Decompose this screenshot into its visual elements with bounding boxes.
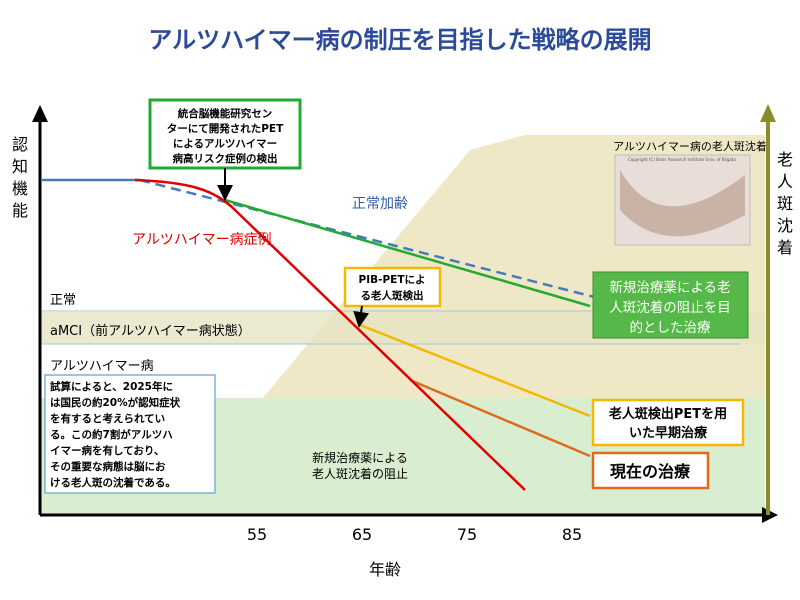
callout-line: によるアルツハイマー [173,138,277,150]
level-label: アルツハイマー病 [50,359,154,374]
note-line: は国民の約20%が認知症状 [50,396,181,409]
callout-line: 統合脳機能研究セン [178,107,273,120]
callout-line: いた早期治療 [629,425,708,441]
normal-aging-label: 正常加齢 [352,196,408,212]
x-tick-label: 85 [562,525,582,544]
callout-line: 新規治療薬による [312,450,408,465]
current-treatment-text: 現在の治療 [610,462,691,481]
center-callout-text: 統合脳機能研究セン ターにて開発されたPET によるアルツハイマー 病高リスク症… [167,107,284,165]
y-label-char: 機 [12,179,28,198]
callout-line: る老人斑検出 [361,289,424,302]
new-drug-treatment-box [592,271,749,339]
ad-case-label: アルツハイマー病症例 [132,232,272,248]
callout-line: 病高リスク症例の検出 [173,152,278,165]
photo-credit: Copyright (C) Brain Research Institute U… [628,157,736,162]
callout-line: 新規治療薬による老 [609,279,730,296]
y-label-char: 認 [12,135,28,154]
callout-line: 老人斑沈着の阻止 [312,466,408,481]
normal-aging-line [139,178,731,334]
note-line: ける老人斑の沈着である。 [50,476,176,489]
y2-label-char: 着 [777,238,793,257]
x-tick-label: 65 [352,525,372,544]
axes [38,118,765,517]
pib-callout [343,266,442,308]
callout-line: 的とした治療 [630,319,711,336]
callout-line: PIB-PETによ [359,274,426,286]
ad-line [134,178,526,491]
y2-label-char: 老 [777,150,793,169]
early-treatment-box [591,398,745,447]
note-line: る。この約7割がアルツハ [50,428,173,441]
orange-line [409,378,591,458]
photo-caption: アルツハイマー病の老人斑沈着 [613,139,767,153]
note-box [44,374,216,494]
x-tick-label: 75 [457,525,477,544]
callout-line: 人斑沈着の阻止を目 [609,299,731,316]
note-line: その重要な病態は脳にお [50,460,166,473]
note-line: 試算によると、2025年に [50,380,173,393]
new-drug-treatment-text: 新規治療薬による老 人斑沈着の阻止を目 的とした治療 [609,279,731,336]
y2-label-char: 沈 [777,216,793,235]
y-arrow [32,105,48,122]
x-label: 年齢 [369,560,401,579]
callout-line: ターにて開発されたPET [167,122,284,135]
note-text: 試算によると、2025年に は国民の約20%が認知症状 を有すると考えられてい … [50,380,181,489]
title: アルツハイマー病の制圧を目指した戦略の展開 [148,26,651,54]
y2-arrow [760,104,776,122]
level-label: aMCI（前アルツハイマー病状態） [50,323,251,339]
arrow [353,305,370,328]
callout-line: 老人斑検出PETを用 [608,406,727,422]
y-label-char: 能 [12,201,28,220]
photo-texture [620,170,745,237]
x-tick-label: 55 [247,525,267,544]
center-callout [148,98,302,170]
y-label: 認 知 機 能 [12,135,28,220]
note-line: を有すると考えられてい [50,412,165,425]
y2-label: 老 人 斑 沈 着 [777,150,793,257]
note-line: イマー病を有しており、 [50,444,164,457]
y2-label-char: 斑 [777,194,793,213]
current-treatment-box [591,451,710,490]
y-label-char: 知 [12,157,28,176]
x-ticks: 55 65 75 85 [247,525,582,544]
yellow-line [359,323,591,418]
level-label: 正常 [50,293,76,308]
green-line [224,198,591,308]
y2-label-char: 人 [777,172,793,191]
